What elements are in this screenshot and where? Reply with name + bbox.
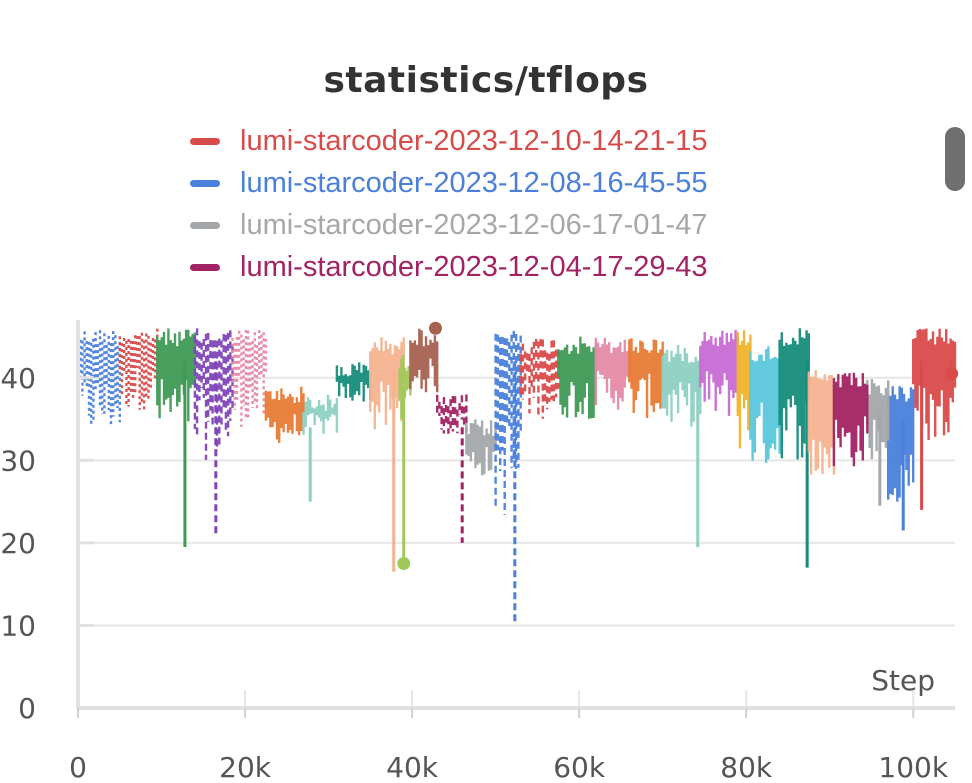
x-axis-title: Step <box>871 664 935 697</box>
series-line <box>628 338 664 419</box>
legend-swatch <box>190 179 220 187</box>
chart-legend: lumi-starcoder-2023-12-10-14-21-15 lumi-… <box>190 120 707 288</box>
x-tick-label: 100k <box>878 751 948 783</box>
series-line <box>193 328 234 460</box>
run-segment <box>369 337 405 572</box>
series-line <box>594 337 631 410</box>
y-tick-label: 10 <box>0 609 36 642</box>
legend-swatch <box>190 221 220 229</box>
legend-label: lumi-starcoder-2023-12-04-17-29-43 <box>240 250 708 283</box>
legend-series <box>832 372 869 467</box>
run-segment <box>231 330 268 427</box>
data-point-marker[interactable] <box>397 557 411 571</box>
legend-scrollbar[interactable] <box>945 127 965 191</box>
legend-item[interactable]: lumi-starcoder-2023-12-10-14-21-15 <box>190 120 707 162</box>
run-segment <box>699 329 739 416</box>
data-point-marker[interactable] <box>428 321 442 335</box>
run-segment <box>807 370 836 475</box>
run-segment <box>436 394 468 543</box>
series-line <box>436 394 468 434</box>
run-segment <box>494 330 522 622</box>
run-segment <box>118 328 159 411</box>
run-segment <box>156 328 197 548</box>
y-tick-label: 40 <box>0 362 36 395</box>
data-point-marker[interactable] <box>945 367 959 381</box>
data-series-layer <box>76 321 959 622</box>
run-segment <box>594 337 631 410</box>
run-segment <box>519 338 560 419</box>
series-line <box>807 370 836 475</box>
series-line <box>866 379 890 460</box>
series-line <box>494 330 522 515</box>
series-line <box>557 336 597 419</box>
run-segment <box>661 344 702 548</box>
series-line <box>832 372 869 467</box>
run-segment <box>778 328 810 568</box>
series-line <box>231 330 268 427</box>
series-line <box>465 419 497 476</box>
chart-title: statistics/tflops <box>323 60 649 101</box>
run-segment <box>628 338 664 419</box>
run-segment <box>193 328 234 535</box>
series-line <box>302 394 339 435</box>
x-tick-label: 20k <box>219 751 272 783</box>
series-line <box>118 328 159 411</box>
legend-series <box>887 386 915 531</box>
run-segment <box>557 336 597 419</box>
legend-label: lumi-starcoder-2023-12-10-14-21-15 <box>240 124 708 157</box>
legend-swatch <box>190 137 220 145</box>
legend-label: lumi-starcoder-2023-12-06-17-01-47 <box>240 208 708 241</box>
series-line <box>661 344 702 427</box>
x-tick-label: 60k <box>553 751 606 783</box>
legend-series <box>866 379 890 506</box>
legend-series <box>912 328 957 510</box>
y-tick-label: 0 <box>18 692 36 725</box>
series-line <box>156 328 197 422</box>
y-tick-label: 20 <box>0 527 36 560</box>
x-tick-label: 0 <box>69 751 87 783</box>
series-line <box>264 386 305 443</box>
run-segment <box>465 419 497 476</box>
run-segment <box>335 362 372 402</box>
run-segment <box>264 386 305 443</box>
legend-item[interactable]: lumi-starcoder-2023-12-08-16-45-55 <box>190 162 707 204</box>
legend-label: lumi-starcoder-2023-12-08-16-45-55 <box>240 166 708 199</box>
run-segment <box>398 354 412 564</box>
x-tick-label: 80k <box>720 751 773 783</box>
series-line <box>519 338 560 419</box>
series-line <box>409 328 439 393</box>
legend-item[interactable]: lumi-starcoder-2023-12-06-17-01-47 <box>190 204 707 246</box>
legend-item[interactable]: lumi-starcoder-2023-12-04-17-29-43 <box>190 246 707 288</box>
series-line <box>699 329 739 416</box>
series-line <box>778 328 810 460</box>
run-segment <box>409 328 439 393</box>
run-segment <box>749 346 781 463</box>
series-line <box>335 362 372 402</box>
series-line <box>398 354 412 419</box>
series-line <box>912 328 957 440</box>
x-tick-label: 40k <box>386 751 439 783</box>
run-segment <box>736 330 752 449</box>
series-line <box>736 330 752 449</box>
axes: 0 10 20 30 40 0 20k 40k 60k 80k 100k <box>0 320 955 783</box>
y-tick-label: 30 <box>0 444 36 477</box>
legend-swatch <box>190 263 220 271</box>
run-segment <box>302 394 339 502</box>
series-line <box>887 386 915 502</box>
series-line <box>749 346 781 463</box>
